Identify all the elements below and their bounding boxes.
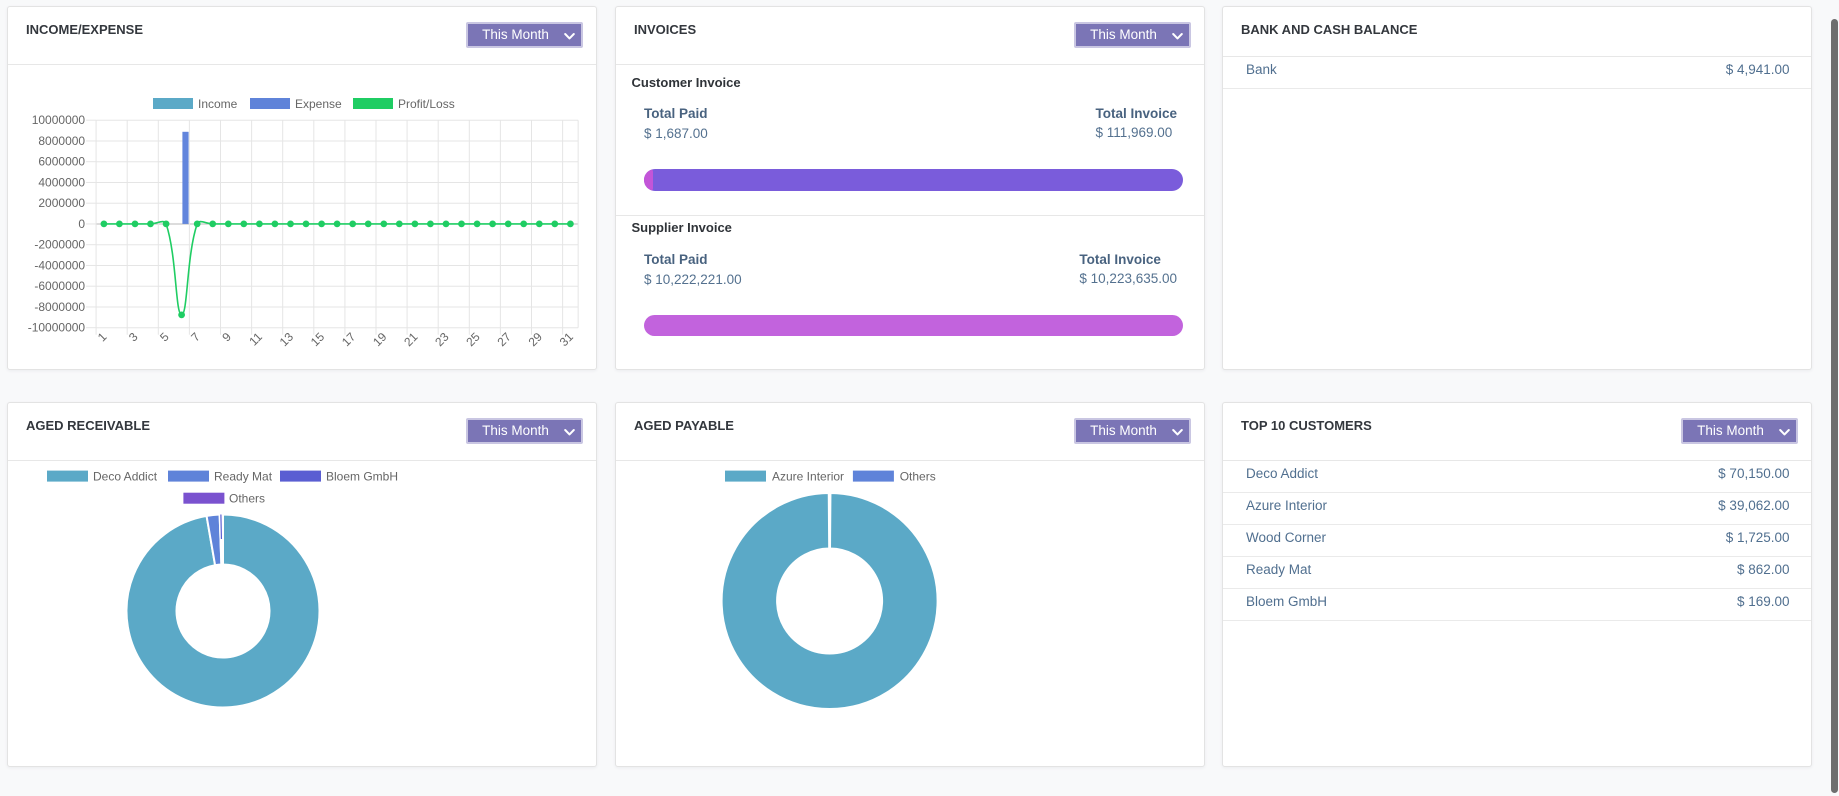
svg-text:29: 29 [526,329,546,349]
svg-text:-4000000: -4000000 [34,258,85,272]
svg-text:25: 25 [463,329,483,349]
svg-text:11: 11 [246,329,265,348]
svg-text:17: 17 [339,329,359,349]
svg-text:9: 9 [219,330,234,345]
svg-text:-2000000: -2000000 [34,238,85,252]
svg-text:Bloem GmbH: Bloem GmbH [326,470,398,484]
svg-text:27: 27 [494,329,514,349]
svg-text:2000000: 2000000 [38,196,85,210]
svg-text:23: 23 [432,329,452,349]
svg-text:8000000: 8000000 [38,134,85,148]
svg-text:31: 31 [557,329,577,349]
svg-text:Expense: Expense [295,97,342,111]
svg-text:19: 19 [370,329,390,349]
svg-text:-8000000: -8000000 [34,300,85,314]
svg-text:3: 3 [126,330,141,345]
svg-text:Others: Others [900,470,936,484]
svg-text:Profit/Loss: Profit/Loss [398,97,455,111]
svg-text:13: 13 [277,329,297,349]
svg-text:0: 0 [78,217,85,231]
svg-text:-10000000: -10000000 [28,321,86,335]
svg-text:Azure Interior: Azure Interior [772,470,844,484]
svg-text:5: 5 [157,330,172,345]
svg-text:21: 21 [401,329,421,349]
svg-text:7: 7 [188,330,203,345]
svg-text:4000000: 4000000 [38,175,85,189]
svg-text:-6000000: -6000000 [34,279,85,293]
svg-text:10000000: 10000000 [32,113,86,127]
svg-text:15: 15 [308,329,328,349]
svg-text:Others: Others [229,492,265,506]
svg-text:6000000: 6000000 [38,155,85,169]
svg-text:Income: Income [198,97,238,111]
svg-text:Ready Mat: Ready Mat [214,470,273,484]
svg-text:1: 1 [95,330,110,345]
svg-text:Deco Addict: Deco Addict [93,470,158,484]
